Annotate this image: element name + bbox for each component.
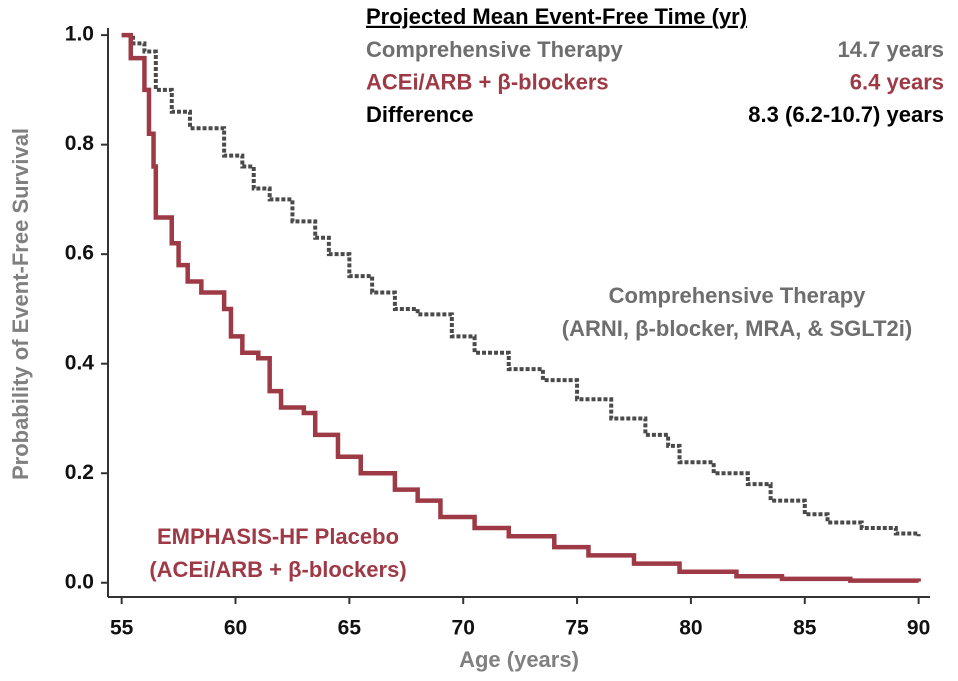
summary-value: 14.7 years	[838, 37, 944, 62]
x-tick-label: 85	[793, 617, 817, 640]
curve-label: EMPHASIS-HF Placebo	[157, 524, 399, 549]
y-tick-label: 0.6	[65, 242, 94, 265]
y-axis-label: Probability of Event-Free Survival	[8, 128, 33, 480]
curve-label: Comprehensive Therapy	[609, 283, 867, 308]
curve-note: (ACEi/ARB + β-blockers)	[149, 557, 406, 582]
summary-label: Comprehensive Therapy	[366, 37, 624, 62]
y-tick-label: 1.0	[65, 23, 94, 46]
y-tick-label: 0.2	[65, 461, 94, 484]
x-tick-label: 80	[679, 617, 702, 640]
summary-value: 6.4 years	[850, 69, 944, 94]
curve-note: (ARNI, β-blocker, MRA, & SGLT2i)	[562, 316, 912, 341]
survival-curve	[121, 32, 921, 583]
x-axis-label: Age (years)	[459, 647, 579, 672]
x-tick-label: 65	[338, 617, 362, 640]
y-tick-label: 0.0	[65, 570, 94, 593]
x-tick-label: 90	[907, 617, 930, 640]
x-tick-label: 75	[565, 617, 589, 640]
x-tick-label: 55	[110, 617, 134, 640]
summary-title: Projected Mean Event-Free Time (yr)	[366, 4, 747, 29]
x-tick-label: 70	[452, 617, 475, 640]
summary-value: 8.3 (6.2-10.7) years	[748, 102, 944, 127]
survival-curve	[121, 33, 921, 537]
y-tick-label: 0.4	[65, 351, 95, 374]
y-tick-label: 0.8	[65, 132, 95, 155]
summary-label: ACEi/ARB + β-blockers	[366, 69, 609, 94]
x-tick-label: 60	[224, 617, 247, 640]
summary-label: Difference	[366, 102, 474, 127]
